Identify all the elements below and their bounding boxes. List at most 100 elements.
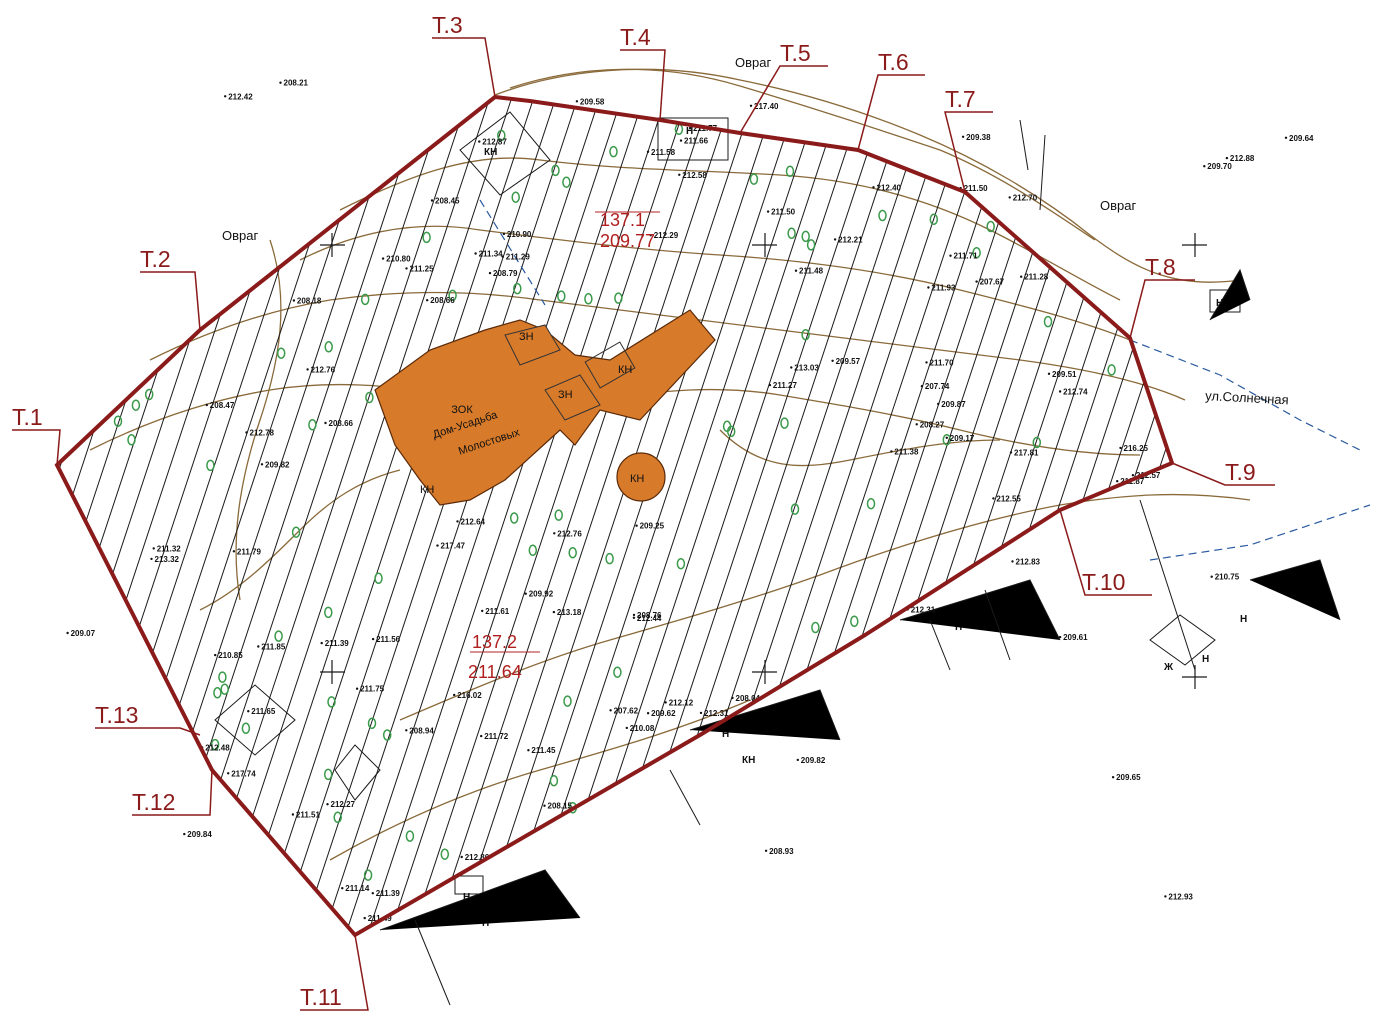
elevation-mark: 208.76 — [637, 611, 662, 620]
ravine-label-left: Овраг — [222, 228, 258, 243]
tree-icon — [787, 227, 796, 240]
elevation-dot — [1020, 275, 1023, 278]
hatch-line — [57, 97, 61, 935]
tree-icon — [324, 606, 333, 619]
hatch-line — [433, 97, 765, 935]
tree-icon — [382, 729, 392, 741]
elevation-dot — [1009, 451, 1013, 454]
elevation-dot — [553, 532, 556, 535]
tree-icon — [972, 246, 981, 259]
elevation-mark: 212.93 — [1168, 892, 1193, 901]
hatch-line — [1292, 0, 1388, 1000]
structure-label-n-top: Н — [686, 126, 693, 137]
ravine-label-right: Овраг — [1100, 198, 1136, 213]
hatch-line — [1049, 97, 1172, 935]
elevation-mark: 209.82 — [265, 460, 290, 469]
elevation-mark: 216.25 — [1124, 444, 1149, 453]
tree-symbols — [113, 123, 1116, 881]
elevation-dot — [764, 849, 768, 852]
hatch-line — [1027, 97, 1172, 935]
elevation-mark: 211.27 — [773, 381, 798, 390]
tree-icon — [785, 165, 795, 178]
elevation-dot — [872, 186, 875, 189]
tree-icon — [360, 293, 370, 306]
tree-icon — [422, 231, 431, 244]
point-label-t10: Т.10 — [1082, 569, 1125, 595]
point-label-t3: Т.3 — [432, 12, 463, 38]
building-label-small-2: ЗН — [558, 389, 573, 401]
elevation-dot — [975, 280, 978, 283]
elevation-mark: 211.65 — [251, 707, 276, 716]
elevation-mark: 217.47 — [441, 542, 466, 551]
elevation-labels: 208.76 208.66 208.45 207.62 217.47 216.02 217.… — [66, 79, 1314, 923]
contour-lines — [89, 68, 1251, 861]
dashed-utility-line — [479, 199, 1371, 561]
elevation-dot — [291, 813, 295, 816]
area-names: Овраг Овраг Овраг ул.Солнечная — [222, 55, 1289, 407]
hatch-line — [631, 97, 963, 935]
elevation-mark: 211.29 — [506, 253, 531, 262]
elevation-dot — [245, 431, 248, 434]
elevation-mark: 211.32 — [157, 544, 182, 553]
ravine-label-top: Овраг — [735, 55, 771, 70]
tree-icon — [113, 415, 123, 427]
hatch-line — [57, 97, 259, 935]
hatch-line — [1159, 97, 1172, 935]
tree-icon — [327, 696, 336, 708]
structure-label-n-bottom: Н — [463, 892, 470, 903]
elevation-dot — [790, 366, 793, 369]
hatch-line — [57, 97, 325, 935]
structure-label-zh: Ж — [1163, 662, 1174, 673]
elevation-dot — [152, 547, 155, 550]
elevation-dot — [961, 135, 965, 138]
elevation-mark: 208.47 — [210, 401, 235, 410]
tree-icon — [749, 173, 759, 185]
tree-icon — [405, 830, 415, 842]
elevation-dot — [524, 592, 527, 595]
elevation-dot — [575, 100, 579, 103]
elevation-mark: 209.62 — [651, 709, 676, 718]
tree-icon — [806, 239, 816, 251]
tree-icon — [942, 433, 952, 446]
hatch-line — [939, 97, 1172, 935]
elevation-dot — [679, 139, 683, 142]
hatch-line — [675, 97, 1007, 935]
elevation-dot — [381, 257, 385, 260]
elevation-mark: 209.87 — [941, 400, 966, 409]
elevation-dot — [543, 804, 546, 807]
hatch-line — [257, 97, 589, 935]
elevation-mark: 210.85 — [218, 651, 243, 660]
elevation-mark: 211.25 — [410, 264, 435, 273]
elevation-dot — [426, 299, 429, 302]
elevation-mark: 212.55 — [996, 494, 1021, 503]
elevation-mark: 212.83 — [1016, 557, 1041, 566]
elevation-dot — [646, 150, 650, 153]
elevation-mark: 217.81 — [1014, 448, 1039, 457]
tree-icon — [986, 220, 995, 233]
elevation-dot — [1058, 635, 1062, 639]
tree-icon — [613, 666, 622, 678]
elevation-dot — [1210, 575, 1213, 578]
hatch-line — [57, 97, 237, 935]
elevation-dot — [363, 916, 366, 920]
elevation-mark: 213.18 — [557, 608, 582, 617]
elevation-dot — [552, 610, 556, 614]
hatch-line — [543, 97, 875, 935]
tree-icon — [206, 459, 215, 472]
tree-icon — [790, 503, 800, 515]
tree-icon — [367, 717, 377, 730]
elevation-mark: 212.40 — [877, 183, 902, 192]
elevation-mark: 211.14 — [345, 884, 370, 893]
tree-icon — [308, 419, 317, 431]
point-leaders — [12, 37, 1275, 1011]
point-label-t12: Т.12 — [132, 789, 175, 815]
elevation-mark: 212.88 — [1230, 154, 1255, 163]
elevation-dot — [609, 709, 612, 712]
elevation-dot — [920, 385, 924, 388]
elevation-dot — [405, 267, 408, 270]
elevation-dot — [478, 140, 481, 143]
elevation-dot — [688, 126, 692, 130]
tree-icon — [811, 621, 820, 634]
hatch-line — [1336, 0, 1388, 1000]
elevation-mark: 211.50 — [771, 208, 796, 217]
